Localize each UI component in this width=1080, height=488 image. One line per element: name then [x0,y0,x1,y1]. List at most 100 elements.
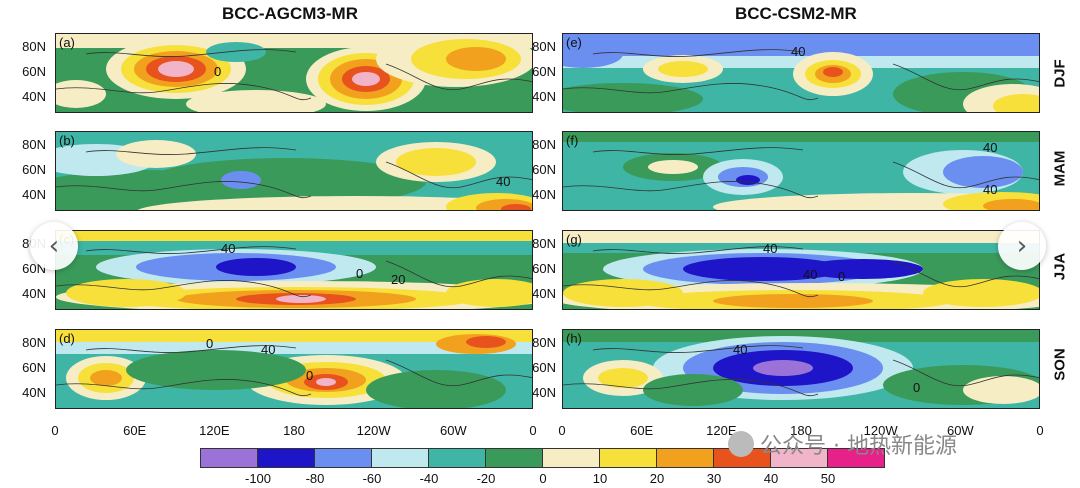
panel-label: (h) [566,331,582,346]
field-blob [563,40,623,68]
colorbar-segment [542,448,600,468]
field-band [563,34,1039,56]
lon-label: 120W [356,423,391,438]
field-blob [276,295,326,303]
title-left: BCC-AGCM3-MR [222,4,358,23]
lat-label: 60N [532,64,556,79]
coastline [56,345,532,397]
map-panel-d: 0 40 0 (d) [55,329,533,409]
lon-label: 120W [863,423,898,438]
lat-label: 60N [22,162,46,177]
field-blob [186,90,326,112]
field-blob [648,160,698,174]
lat-label: 40N [532,187,556,202]
field-blob [221,171,261,189]
field-blob [126,350,306,390]
map-panel-h: 40 0 (h) [562,329,1040,409]
field-blob [963,376,1039,404]
lat-label: 60N [532,360,556,375]
field-blob [823,67,843,77]
lon-label: 60W [439,423,467,438]
lon-label: 0 [1036,423,1044,438]
map-panel-g: 40 40 0 (g) [562,230,1040,310]
contour-label: 40 [496,174,510,189]
lat-label: 40N [22,187,46,202]
contour-label: 40 [791,44,805,59]
colorbar-tick-label: -100 [244,471,272,486]
season-label-djf: DJF [1051,59,1069,88]
coastline [563,49,1039,101]
field-blob [366,370,506,408]
contour-label: 40 [221,241,235,256]
contour-label: 0 [838,269,845,284]
field-blob [56,80,106,108]
colorbar-tick-label: -60 [362,471,382,486]
field-blob [943,156,1023,188]
panel-label: (g) [566,232,582,247]
colorbar-tick-label: 50 [820,471,836,486]
coastline [56,49,532,101]
lon-label: 0 [529,423,537,438]
colorbar-tick-label: 20 [649,471,665,486]
field-blob [713,294,873,308]
chevron-left-icon: ‹ [48,231,60,261]
contour-label: 40 [733,342,747,357]
field-blob [466,336,506,348]
carousel-next-button[interactable]: › [998,222,1046,270]
field-blob [446,47,506,71]
field-blob [501,204,531,210]
field-blob [137,196,532,210]
panel-label: (f) [566,133,579,148]
field-band [563,231,1039,243]
contour-label: 40 [983,182,997,197]
lat-label: 80N [532,137,556,152]
coastline [56,147,532,199]
watermark: 公众号 · 地热新能源 [728,428,957,460]
contour-label: 40 [983,140,997,155]
field-blob [352,72,380,86]
field-blob [446,279,532,307]
colorbar [200,448,885,468]
field-map: 40 [56,132,532,210]
colorbar-segment [656,448,714,468]
colorbar-segment [257,448,315,468]
field-band [56,330,532,342]
contour-label: 20 [391,272,405,287]
coastline [56,246,532,298]
field-blob [396,148,476,176]
lon-label: 0 [51,423,59,438]
carousel-prev-button[interactable]: ‹ [30,222,78,270]
field-blob [658,61,708,77]
field-band [563,330,1039,342]
lon-label: 120E [706,423,737,438]
watermark-text: 公众号 · 地热新能源 [760,434,957,459]
season-label-jja: JJA [1051,252,1069,281]
lat-label: 60N [22,64,46,79]
panel-label: (d) [59,331,75,346]
lat-label: 40N [532,89,556,104]
colorbar-tick-label: -20 [476,471,496,486]
coastline [563,345,1039,397]
colorbar-segment [200,448,258,468]
colorbar-segment [428,448,486,468]
colorbar-tick-label: 40 [763,471,779,486]
lat-label: 80N [532,335,556,350]
field-band [56,132,532,144]
lat-label: 80N [532,236,556,251]
field-map: 0 40 0 [56,330,532,408]
lon-label: 120E [199,423,230,438]
colorbar-segment [371,448,429,468]
field-band [563,132,1039,142]
field-blob [316,378,336,386]
title-right: BCC-CSM2-MR [735,4,857,23]
colorbar-tick-label: -40 [419,471,439,486]
map-panel-b: 40 (b) [55,131,533,211]
contour-label: 40 [803,267,817,282]
contour-label: 40 [261,342,275,357]
field-blob [983,199,1039,210]
contour-label: 0 [913,380,920,395]
colorbar-segment [599,448,657,468]
colorbar-segment [827,448,885,468]
field-map: 40 40 [563,132,1039,210]
